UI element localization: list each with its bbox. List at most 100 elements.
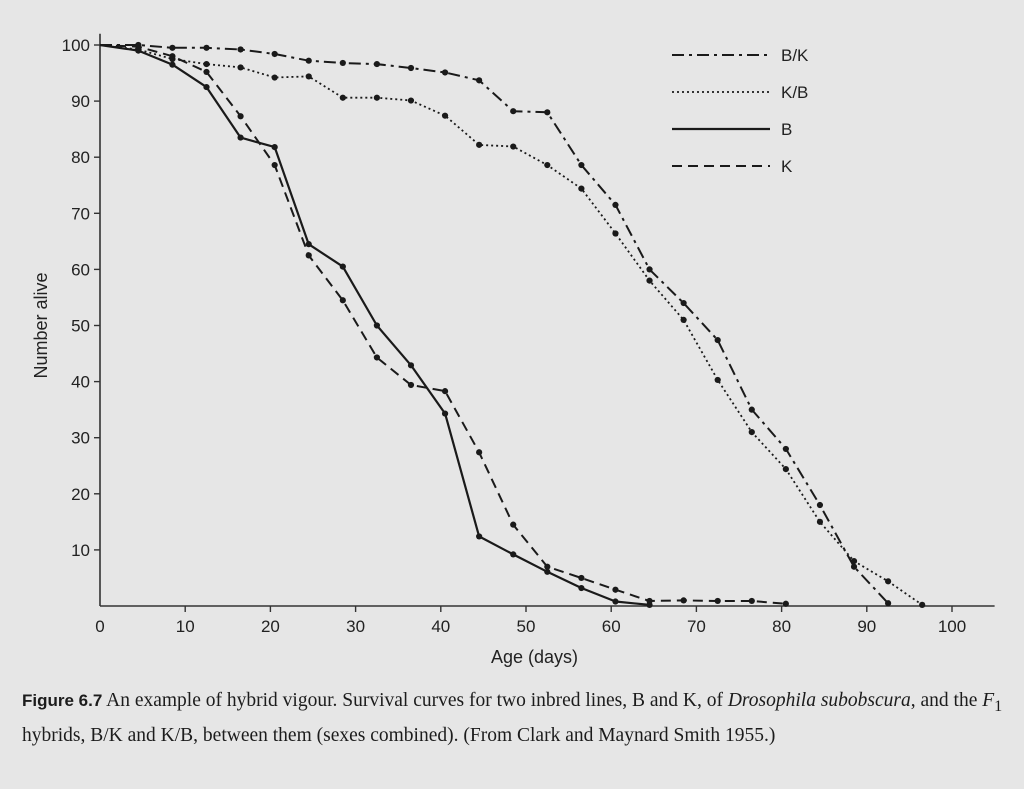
data-point-b (373, 322, 380, 329)
data-point-b (441, 410, 449, 417)
data-point-k (407, 381, 415, 389)
data-point-kb (714, 376, 721, 384)
data-point-bk (373, 60, 380, 68)
y-tick-label: 40 (71, 373, 90, 392)
x-tick-label: 70 (687, 617, 706, 636)
caption-text-2: , and the (910, 690, 983, 711)
data-point-b (578, 584, 585, 592)
data-point-k (169, 53, 176, 60)
data-point-kb (476, 141, 483, 148)
data-point-bk (237, 46, 244, 53)
x-tick-label: 0 (95, 617, 104, 636)
data-point-b (407, 362, 415, 369)
x-tick-label: 50 (517, 617, 536, 636)
data-point-bk (441, 69, 449, 76)
data-point-bk (169, 44, 176, 51)
x-tick-label: 100 (938, 617, 966, 636)
y-tick-label: 90 (71, 92, 90, 111)
data-point-kb (680, 316, 687, 323)
x-tick-label: 20 (261, 617, 280, 636)
data-point-k (680, 597, 687, 604)
caption-label: Figure 6.7 (22, 691, 103, 710)
legend-label-k: K (781, 157, 793, 176)
data-point-bk (748, 406, 755, 413)
data-point-bk (816, 501, 824, 509)
data-point-b (305, 241, 312, 248)
data-point-k (237, 113, 244, 120)
caption-f1: F (982, 690, 995, 711)
data-point-k (135, 43, 142, 50)
caption-f1-subscript: 1 (994, 696, 1003, 715)
y-tick-label: 30 (71, 429, 90, 448)
data-point-bk (339, 59, 346, 67)
data-point-bk (271, 50, 278, 58)
data-point-k (714, 597, 721, 605)
legend-label-b: B (781, 120, 792, 139)
y-tick-label: 10 (71, 541, 90, 560)
series-line-k (99, 44, 786, 605)
data-point-kb (850, 558, 858, 565)
legend-label-bk: B/K (781, 46, 809, 65)
data-point-bk (850, 563, 858, 570)
data-point-bk (680, 299, 687, 307)
y-tick-label: 60 (71, 260, 90, 279)
x-tick-label: 90 (857, 617, 876, 636)
data-point-k (748, 597, 755, 605)
caption-text-1: An example of hybrid vigour. Survival cu… (102, 690, 728, 711)
data-point-kb (203, 60, 210, 68)
data-point-k (441, 388, 449, 395)
data-point-k (782, 600, 789, 607)
data-point-bk (782, 445, 789, 453)
data-point-b (169, 61, 176, 68)
data-point-kb (748, 428, 755, 436)
data-point-kb (407, 97, 415, 104)
data-point-kb (271, 74, 278, 81)
y-tick-label: 80 (71, 148, 90, 167)
data-point-bk (203, 44, 210, 51)
data-point-b (476, 533, 483, 540)
data-point-k (305, 252, 312, 259)
data-point-bk (407, 64, 415, 72)
data-point-k (271, 161, 278, 169)
data-point-k (203, 68, 210, 76)
data-point-bk (714, 336, 721, 344)
data-point-kb (646, 277, 653, 284)
data-point-kb (510, 143, 517, 150)
data-point-kb (578, 185, 585, 192)
series-line-kb (99, 44, 923, 606)
data-point-k (646, 597, 653, 605)
series-line-bk (100, 44, 889, 604)
data-point-k (476, 449, 483, 456)
y-tick-label: 50 (71, 317, 90, 336)
data-point-kb (339, 94, 346, 101)
caption-text-3: hybrids, B/K and K/B, between them (sexe… (22, 724, 776, 746)
data-point-b (510, 551, 517, 558)
data-point-kb (816, 518, 824, 525)
data-point-b (237, 134, 244, 141)
x-axis-title: Age (days) (491, 647, 578, 667)
x-tick-label: 80 (772, 617, 791, 636)
x-tick-label: 40 (431, 617, 450, 636)
caption-species: Drosophila subobscura (727, 690, 911, 711)
data-point-kb (441, 112, 449, 119)
figure-caption: Figure 6.7 An example of hybrid vigour. … (22, 686, 1007, 750)
y-tick-label: 20 (71, 485, 90, 504)
data-point-bk (885, 600, 892, 607)
data-point-kb (782, 466, 789, 473)
data-point-k (373, 354, 380, 361)
y-axis-title: Number alive (31, 272, 51, 378)
x-tick-label: 60 (602, 617, 621, 636)
data-point-bk (578, 161, 585, 169)
y-tick-label: 70 (71, 204, 90, 223)
data-point-kb (885, 578, 892, 585)
data-point-b (612, 598, 619, 605)
data-point-kb (237, 64, 244, 71)
data-point-bk (612, 201, 619, 208)
data-point-k (578, 574, 585, 582)
data-point-bk (544, 109, 551, 116)
data-point-kb (612, 230, 619, 237)
data-point-kb (544, 161, 551, 169)
survival-chart: 0 10 20 30 40 50 60 70 80 90 100 10 20 30 40 50 60 70 80 90… (31, 33, 995, 667)
data-point-bk (510, 108, 517, 115)
data-point-kb (305, 73, 312, 80)
